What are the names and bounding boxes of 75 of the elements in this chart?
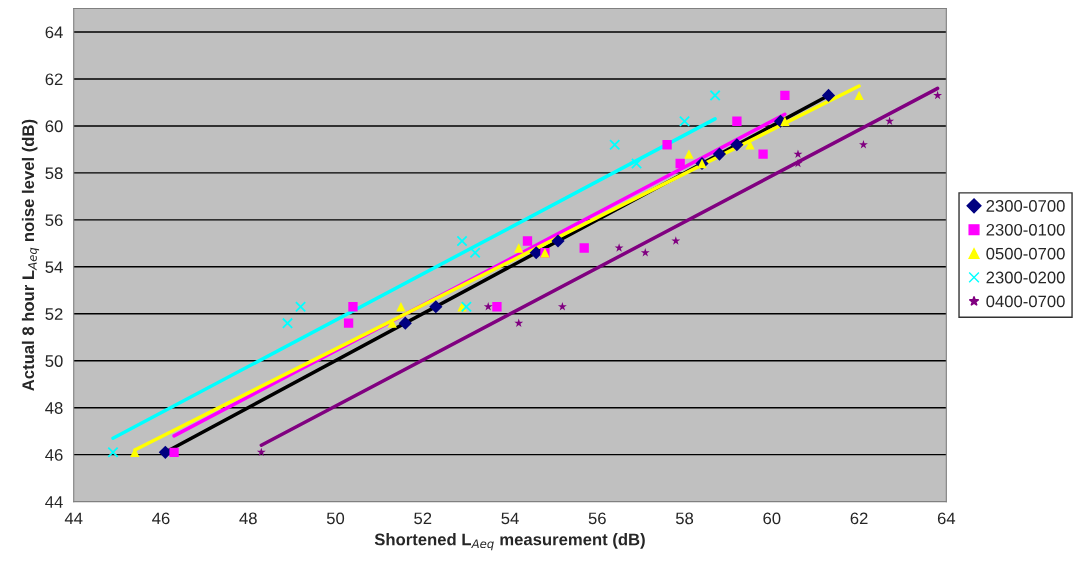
point	[859, 140, 868, 149]
point	[630, 157, 643, 170]
x-tick-label: 54	[501, 512, 519, 525]
point	[343, 318, 354, 328]
point	[348, 302, 358, 312]
point	[609, 139, 621, 151]
y-tick-label: 50	[45, 355, 63, 367]
point	[387, 318, 397, 328]
point	[678, 115, 691, 127]
x-tick-label: 52	[414, 512, 432, 525]
point	[780, 90, 790, 101]
legend-label: 2300-0200	[986, 271, 1065, 284]
y-tick-label: 54	[45, 261, 63, 274]
x-tick-label: 62	[850, 512, 868, 525]
x-tick-label: 48	[239, 512, 257, 525]
x-tick-label: 46	[152, 512, 170, 525]
point	[295, 301, 307, 313]
x-axis-title: Shortened L$_{Aeq}$ measurement (dB)	[374, 533, 645, 551]
y-tick-label: 58	[45, 167, 63, 180]
point	[758, 149, 768, 159]
x-tick-label: 58	[675, 512, 694, 525]
point	[885, 116, 895, 126]
y-tick-label: 64	[45, 26, 63, 39]
point	[614, 243, 624, 252]
y-tick-label: 48	[45, 402, 63, 414]
point	[396, 302, 406, 312]
x-tick-label: 60	[763, 512, 781, 525]
point	[640, 248, 650, 257]
y-axis-title: Actual 8 hour L$_{Aeq}$ noise level (dB)	[21, 119, 40, 391]
y-tick-label: 60	[45, 120, 63, 133]
point	[933, 90, 943, 100]
point	[780, 116, 790, 126]
point	[730, 138, 744, 152]
point	[675, 158, 685, 169]
point	[579, 243, 589, 253]
point	[460, 301, 472, 313]
y-tick-label: 46	[45, 449, 63, 461]
legend-label: 0400-0700	[986, 295, 1065, 308]
point	[169, 447, 179, 457]
legend-label: 0500-0700	[986, 247, 1065, 260]
legend-label: 2300-0100	[986, 223, 1065, 236]
point	[709, 89, 721, 101]
point	[514, 243, 524, 253]
y-tick-label: 56	[45, 214, 63, 227]
point	[256, 447, 266, 457]
point	[456, 235, 468, 247]
point	[483, 302, 493, 311]
x-tick-label: 56	[588, 512, 606, 525]
point	[662, 140, 672, 150]
point	[429, 300, 443, 314]
point	[793, 149, 803, 158]
point	[712, 147, 727, 161]
point	[281, 317, 294, 329]
point	[492, 302, 502, 312]
point	[107, 446, 119, 458]
point	[732, 116, 742, 126]
point	[398, 316, 412, 330]
point	[557, 302, 567, 311]
y-tick-label: 62	[45, 73, 63, 86]
point	[130, 447, 140, 457]
y-tick-label: 44	[45, 496, 63, 508]
point	[854, 90, 864, 101]
point	[469, 247, 481, 259]
point	[551, 234, 565, 248]
point	[522, 236, 533, 246]
point	[821, 88, 836, 103]
point	[514, 318, 524, 327]
x-tick-label: 50	[326, 512, 345, 525]
point	[671, 236, 681, 245]
y-tick-label: 52	[45, 308, 63, 320]
point	[684, 149, 694, 159]
x-tick-label: 64	[937, 512, 956, 525]
x-tick-label: 44	[64, 512, 83, 525]
legend-label: 2300-0700	[986, 200, 1065, 212]
point	[529, 246, 543, 260]
